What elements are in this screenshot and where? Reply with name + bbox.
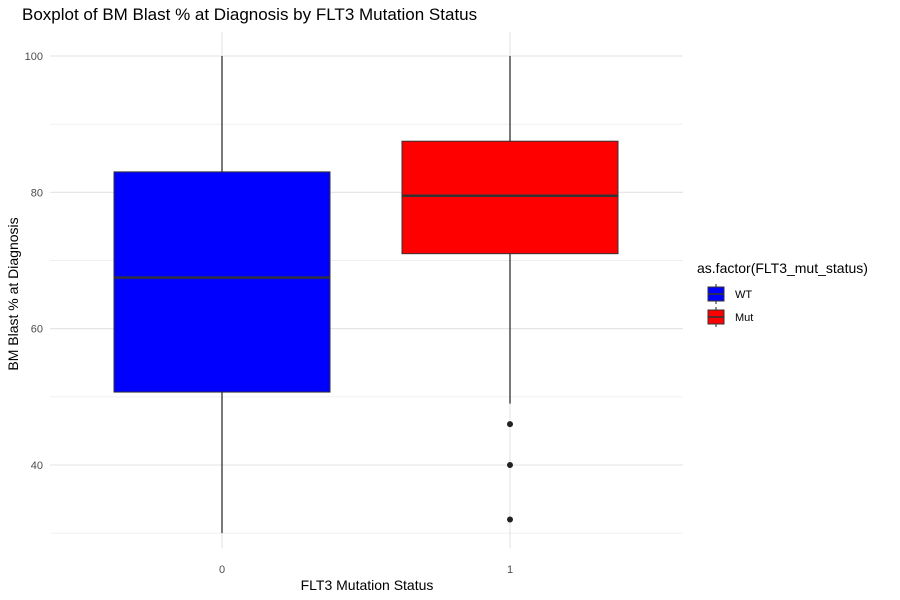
box-group-0: [113, 56, 331, 534]
x-tick-label: 1: [507, 564, 513, 576]
y-tick-label: 40: [31, 460, 43, 472]
legend-label: WT: [735, 289, 752, 301]
y-tick-label: 60: [31, 324, 43, 336]
legend-title: as.factor(FLT3_mut_status): [697, 260, 868, 276]
y-tick-labels: 40 60 80 100: [25, 51, 43, 472]
iqr-box: [401, 140, 619, 255]
box-group-1: [401, 56, 619, 523]
outlier-point: [507, 462, 513, 468]
x-tick-label: 0: [219, 564, 225, 576]
y-tick-label: 100: [25, 51, 43, 63]
box-layer: [113, 56, 619, 534]
legend: as.factor(FLT3_mut_status) WT Mut: [697, 260, 868, 327]
outlier-point: [507, 516, 513, 523]
chart-title: Boxplot of BM Blast % at Diagnosis by FL…: [22, 5, 477, 24]
iqr-box: [113, 171, 331, 393]
legend-entry: Mut: [707, 307, 753, 327]
outlier-point: [507, 421, 513, 428]
y-axis-title: BM Blast % at Diagnosis: [5, 217, 21, 370]
legend-items: WT Mut: [707, 284, 753, 327]
legend-entry: WT: [707, 284, 752, 304]
legend-label: Mut: [735, 312, 753, 324]
x-axis-title: FLT3 Mutation Status: [301, 577, 434, 593]
y-tick-label: 80: [31, 187, 43, 199]
